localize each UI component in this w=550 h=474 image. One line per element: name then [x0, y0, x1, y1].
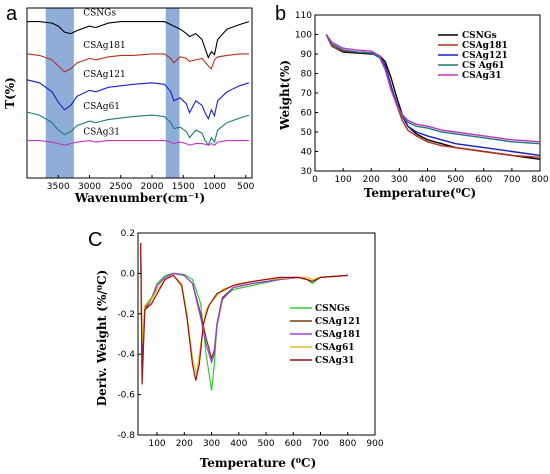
series-label-csag121: CSAg121 [83, 70, 126, 80]
series-line-csag121 [26, 79, 250, 121]
x-tick-label: 1500 [172, 182, 195, 192]
y-tick-label: -0.8 [117, 431, 135, 441]
y-tick-label: 0.2 [121, 229, 135, 239]
panel-b-frame [314, 14, 541, 172]
series-line-csag31 [27, 140, 249, 146]
y-tick-label: 60 [301, 109, 313, 119]
series-label-csag61: CSAg61 [83, 102, 120, 112]
series-line-csag61 [140, 243, 348, 375]
legend-label-csag61: CSAg61 [315, 343, 354, 353]
x-tick-label: 500 [447, 175, 464, 185]
legend-label-csngs: CSNGs [315, 304, 350, 314]
panel-a-frame [26, 7, 253, 179]
x-tick-label: 3000 [78, 182, 101, 192]
x-tick-label: 300 [391, 175, 408, 185]
panel-c-frame [137, 232, 376, 436]
x-tick-label: 200 [176, 439, 193, 449]
y-tick-label: 80 [301, 70, 313, 80]
panel-a-ylabel: T(%) [3, 77, 17, 109]
y-tick-label: 100 [295, 31, 312, 41]
x-tick-label: 400 [419, 175, 436, 185]
legend-label-cs-ag61: CS Ag61 [462, 61, 505, 71]
panel-letter-c: C [88, 229, 102, 251]
series-line-csag31 [325, 34, 541, 143]
panel-b: 0 100 200 300 400 500 600 700 800 30 40 50 60 70 80 90… [278, 11, 549, 200]
x-tick-label: 700 [312, 439, 329, 449]
legend-label-csag121: CSAg121 [462, 51, 508, 61]
panel-letter-b: b [275, 3, 286, 25]
x-tick-label: 3500 [47, 182, 70, 192]
legend-label-csag31: CSAg31 [462, 71, 501, 81]
series-label-csag181: CSAg181 [83, 41, 126, 51]
legend-label-csag31: CSAg31 [315, 356, 354, 366]
y-tick-label: 70 [301, 89, 313, 99]
y-tick-label: 40 [301, 148, 313, 158]
y-tick-label: 90 [301, 50, 313, 60]
x-tick-label: 200 [363, 175, 380, 185]
y-tick-label: 110 [295, 11, 312, 21]
x-tick-label: 500 [257, 439, 274, 449]
y-tick-label: 50 [301, 128, 313, 138]
panel-b-ylabel: Weight(%) [278, 60, 292, 131]
x-tick-label: 900 [366, 439, 383, 449]
series-label-csngs: CSNGs [83, 9, 116, 19]
highlight-band [165, 8, 180, 178]
x-tick-label: 600 [475, 175, 492, 185]
legend-label-csag181: CSAg181 [462, 41, 508, 51]
x-tick-label: 500 [237, 182, 254, 192]
x-tick-label: 600 [285, 439, 302, 449]
series-line-csag121 [140, 243, 348, 361]
y-tick-label: -0.2 [117, 310, 135, 320]
panel-c-xlabel: Temperature (⁰C) [200, 456, 317, 470]
panel-letter-a: a [6, 3, 18, 25]
x-tick-label: 700 [503, 175, 520, 185]
x-tick-label: 2500 [109, 182, 132, 192]
x-tick-label: 0 [312, 175, 318, 185]
x-tick-label: 2000 [141, 182, 164, 192]
x-tick-label: 400 [230, 439, 247, 449]
panel-c: 100 200 300 400 500 600 700 800 900 -0.8 -0.6 -0.4… [95, 229, 384, 470]
legend-label-csngs: CSNGs [462, 31, 497, 41]
series-line-csag31 [140, 243, 348, 385]
panel-a: CSNGs CSAg181 CSAg121 CSAg61 CSAg31 3500 3000… [3, 7, 255, 205]
y-tick-label: 0.0 [121, 269, 136, 279]
series-line-csngs [27, 21, 250, 59]
x-tick-label: 100 [335, 175, 352, 185]
legend-label-csag181: CSAg181 [315, 330, 361, 340]
x-tick-label: 100 [148, 439, 165, 449]
x-tick-label: 1000 [203, 182, 226, 192]
highlight-band [45, 8, 74, 178]
series-line-csag61 [26, 111, 250, 147]
x-tick-label: 800 [339, 439, 356, 449]
y-tick-label: -0.6 [117, 391, 135, 401]
y-tick-label: -0.4 [117, 350, 135, 360]
series-line-csag181 [26, 53, 249, 73]
legend-label-csag121: CSAg121 [315, 317, 361, 327]
y-tick-label: 30 [301, 167, 313, 177]
panel-a-xlabel: Wavenumber(cm⁻¹) [74, 191, 205, 205]
series-label-csag31: CSAg31 [83, 128, 120, 138]
panel-b-xlabel: Temperature(⁰C) [364, 186, 476, 200]
x-tick-label: 800 [531, 175, 548, 185]
x-tick-label: 300 [203, 439, 220, 449]
panel-c-ylabel: Deriv. Weight (%/⁰C) [95, 270, 109, 407]
